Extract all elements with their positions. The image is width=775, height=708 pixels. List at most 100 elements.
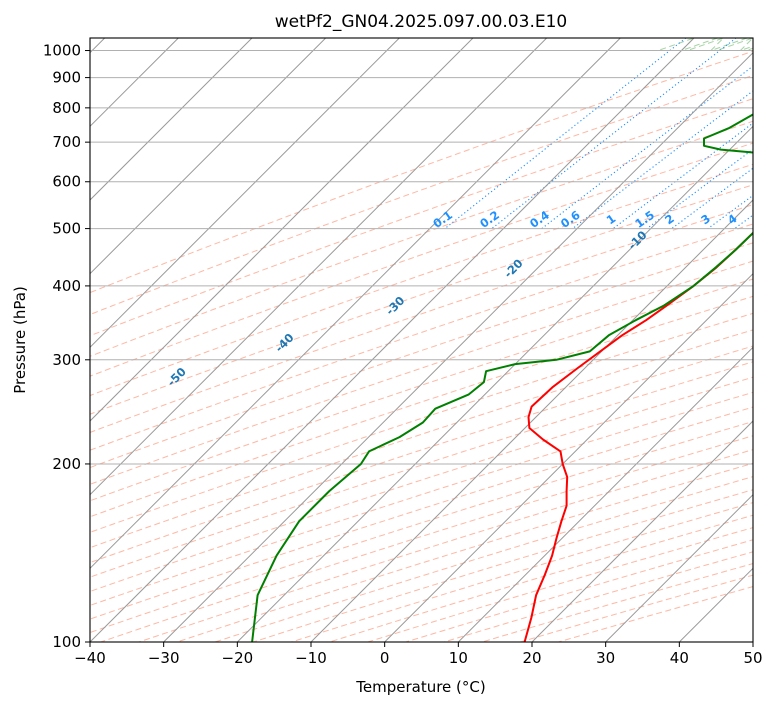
- dry-adiabat: [291, 502, 753, 642]
- y-axis-label: Pressure (hPa): [11, 286, 29, 394]
- mixing-ratio-line: [572, 90, 753, 230]
- dry-adiabat: [520, 574, 753, 642]
- isotherm-line: [236, 125, 753, 642]
- mixing-ratio-line: [734, 214, 753, 230]
- plot-area: -100-90-80-70-60-50-40-30-20-100.10.20.4…: [90, 38, 775, 642]
- moist-adiabat-label: -40: [272, 330, 297, 355]
- mixing-ratio-label: 0.2: [477, 208, 502, 231]
- x-tick-label: −10: [295, 649, 327, 667]
- y-tick-label: 500: [52, 220, 81, 238]
- isotherm-line: [90, 38, 548, 496]
- isotherm-line: [605, 493, 753, 642]
- moist-adiabat-label: -30: [383, 293, 408, 318]
- pressure-gridlines: [90, 50, 753, 642]
- y-tick-label: 900: [52, 69, 81, 87]
- dry-adiabat: [90, 421, 753, 634]
- mixing-ratio-line: [491, 38, 737, 230]
- mixing-ratio-label: 1: [604, 211, 619, 227]
- mixing-ratio-line: [541, 65, 753, 230]
- dry-adiabat: [90, 74, 753, 316]
- x-tick-label: −20: [222, 649, 254, 667]
- dry-adiabat: [90, 329, 753, 549]
- profile-line: [251, 113, 753, 642]
- dry-adiabat: [558, 586, 753, 642]
- isotherm-line: [90, 38, 400, 349]
- dry-adiabat: [90, 120, 753, 357]
- mixing-ratio-label: 2: [662, 211, 677, 227]
- dry-adiabat: [90, 391, 753, 606]
- y-tick-label: 800: [52, 99, 81, 117]
- y-tick-label: 1000: [43, 42, 81, 60]
- x-tick-label: 20: [522, 649, 541, 667]
- mixing-ratio-label: 1.5: [632, 208, 657, 231]
- dry-adiabat: [90, 242, 753, 469]
- dry-adiabat: [90, 312, 753, 533]
- isotherm-line: [90, 38, 695, 642]
- isotherm-line: [90, 38, 253, 201]
- plot-frame: [89, 37, 754, 643]
- isotherm-line: [752, 641, 753, 642]
- moist-adiabat: [716, 38, 753, 51]
- moist-adiabat-label: -50: [164, 365, 189, 390]
- isotherm-line: [90, 38, 327, 275]
- isotherms: [90, 38, 753, 642]
- y-tick-label: 300: [52, 351, 81, 369]
- x-tick-label: 0: [380, 649, 390, 667]
- mixing-ratio-label: 0.1: [430, 208, 455, 231]
- y-axis: 1000 900 800 700 600 500 400 300 200 100: [43, 42, 90, 651]
- dry-adiabat: [90, 163, 753, 397]
- mixing-ratio-label: 6: [764, 211, 775, 227]
- isotherm-line: [90, 38, 474, 422]
- dry-adiabat: [90, 98, 753, 337]
- dry-adiabat: [90, 260, 753, 485]
- moist-adiabats: [658, 38, 753, 51]
- x-axis-label: Temperature (°C): [355, 678, 485, 696]
- dry-adiabat: [100, 435, 753, 642]
- dry-adiabat: [90, 142, 753, 377]
- isotherm-line: [531, 420, 753, 642]
- dry-adiabat: [90, 295, 753, 518]
- mixing-ratio-label: 0.6: [558, 208, 583, 231]
- dry-adiabat: [90, 184, 753, 415]
- dry-adiabat: [90, 50, 753, 294]
- x-tick-label: −30: [148, 649, 180, 667]
- dry-adiabats: [90, 50, 753, 642]
- mixing-ratio-lines: [444, 38, 753, 230]
- x-tick-label: 50: [743, 649, 762, 667]
- mixing-ratio-line: [444, 38, 687, 230]
- y-tick-label: 600: [52, 173, 81, 191]
- x-tick-label: 10: [449, 649, 468, 667]
- moist-adiabat: [687, 38, 748, 51]
- x-tick-label: 40: [670, 649, 689, 667]
- isotherm-line: [384, 272, 753, 642]
- dry-adiabat: [176, 462, 753, 642]
- moist-adiabat: [658, 38, 718, 51]
- y-tick-label: 700: [52, 133, 81, 151]
- isotherm-line: [310, 199, 753, 642]
- mixing-ratio-line: [612, 122, 753, 230]
- mixing-ratio-line: [646, 148, 753, 230]
- mixing-ratio-label: 4: [725, 211, 740, 227]
- dry-adiabat: [138, 449, 753, 642]
- x-axis: −40 −30 −20 −10 0 10 20 30 40 50: [74, 642, 763, 667]
- isotherm-line: [163, 51, 753, 642]
- dry-adiabat: [90, 223, 753, 451]
- chart-title: wetPf2_GN04.2025.097.00.03.E10: [275, 12, 567, 32]
- profile-series: [251, 113, 753, 642]
- isotherm-line: [457, 346, 753, 642]
- dry-adiabat: [90, 376, 753, 592]
- isotherm-line: [90, 38, 621, 570]
- moist-adiabat-label: -10: [625, 228, 650, 253]
- y-tick-label: 200: [52, 455, 81, 473]
- dry-adiabat: [90, 345, 753, 564]
- x-tick-label: 30: [596, 649, 615, 667]
- dry-adiabat: [214, 476, 753, 642]
- x-tick-label: −40: [74, 649, 106, 667]
- y-tick-label: 100: [52, 633, 81, 651]
- mixing-ratio-line: [671, 167, 753, 230]
- dry-adiabat: [90, 278, 753, 502]
- dry-adiabat: [90, 204, 753, 433]
- y-tick-label: 400: [52, 277, 81, 295]
- profile-line: [523, 231, 753, 642]
